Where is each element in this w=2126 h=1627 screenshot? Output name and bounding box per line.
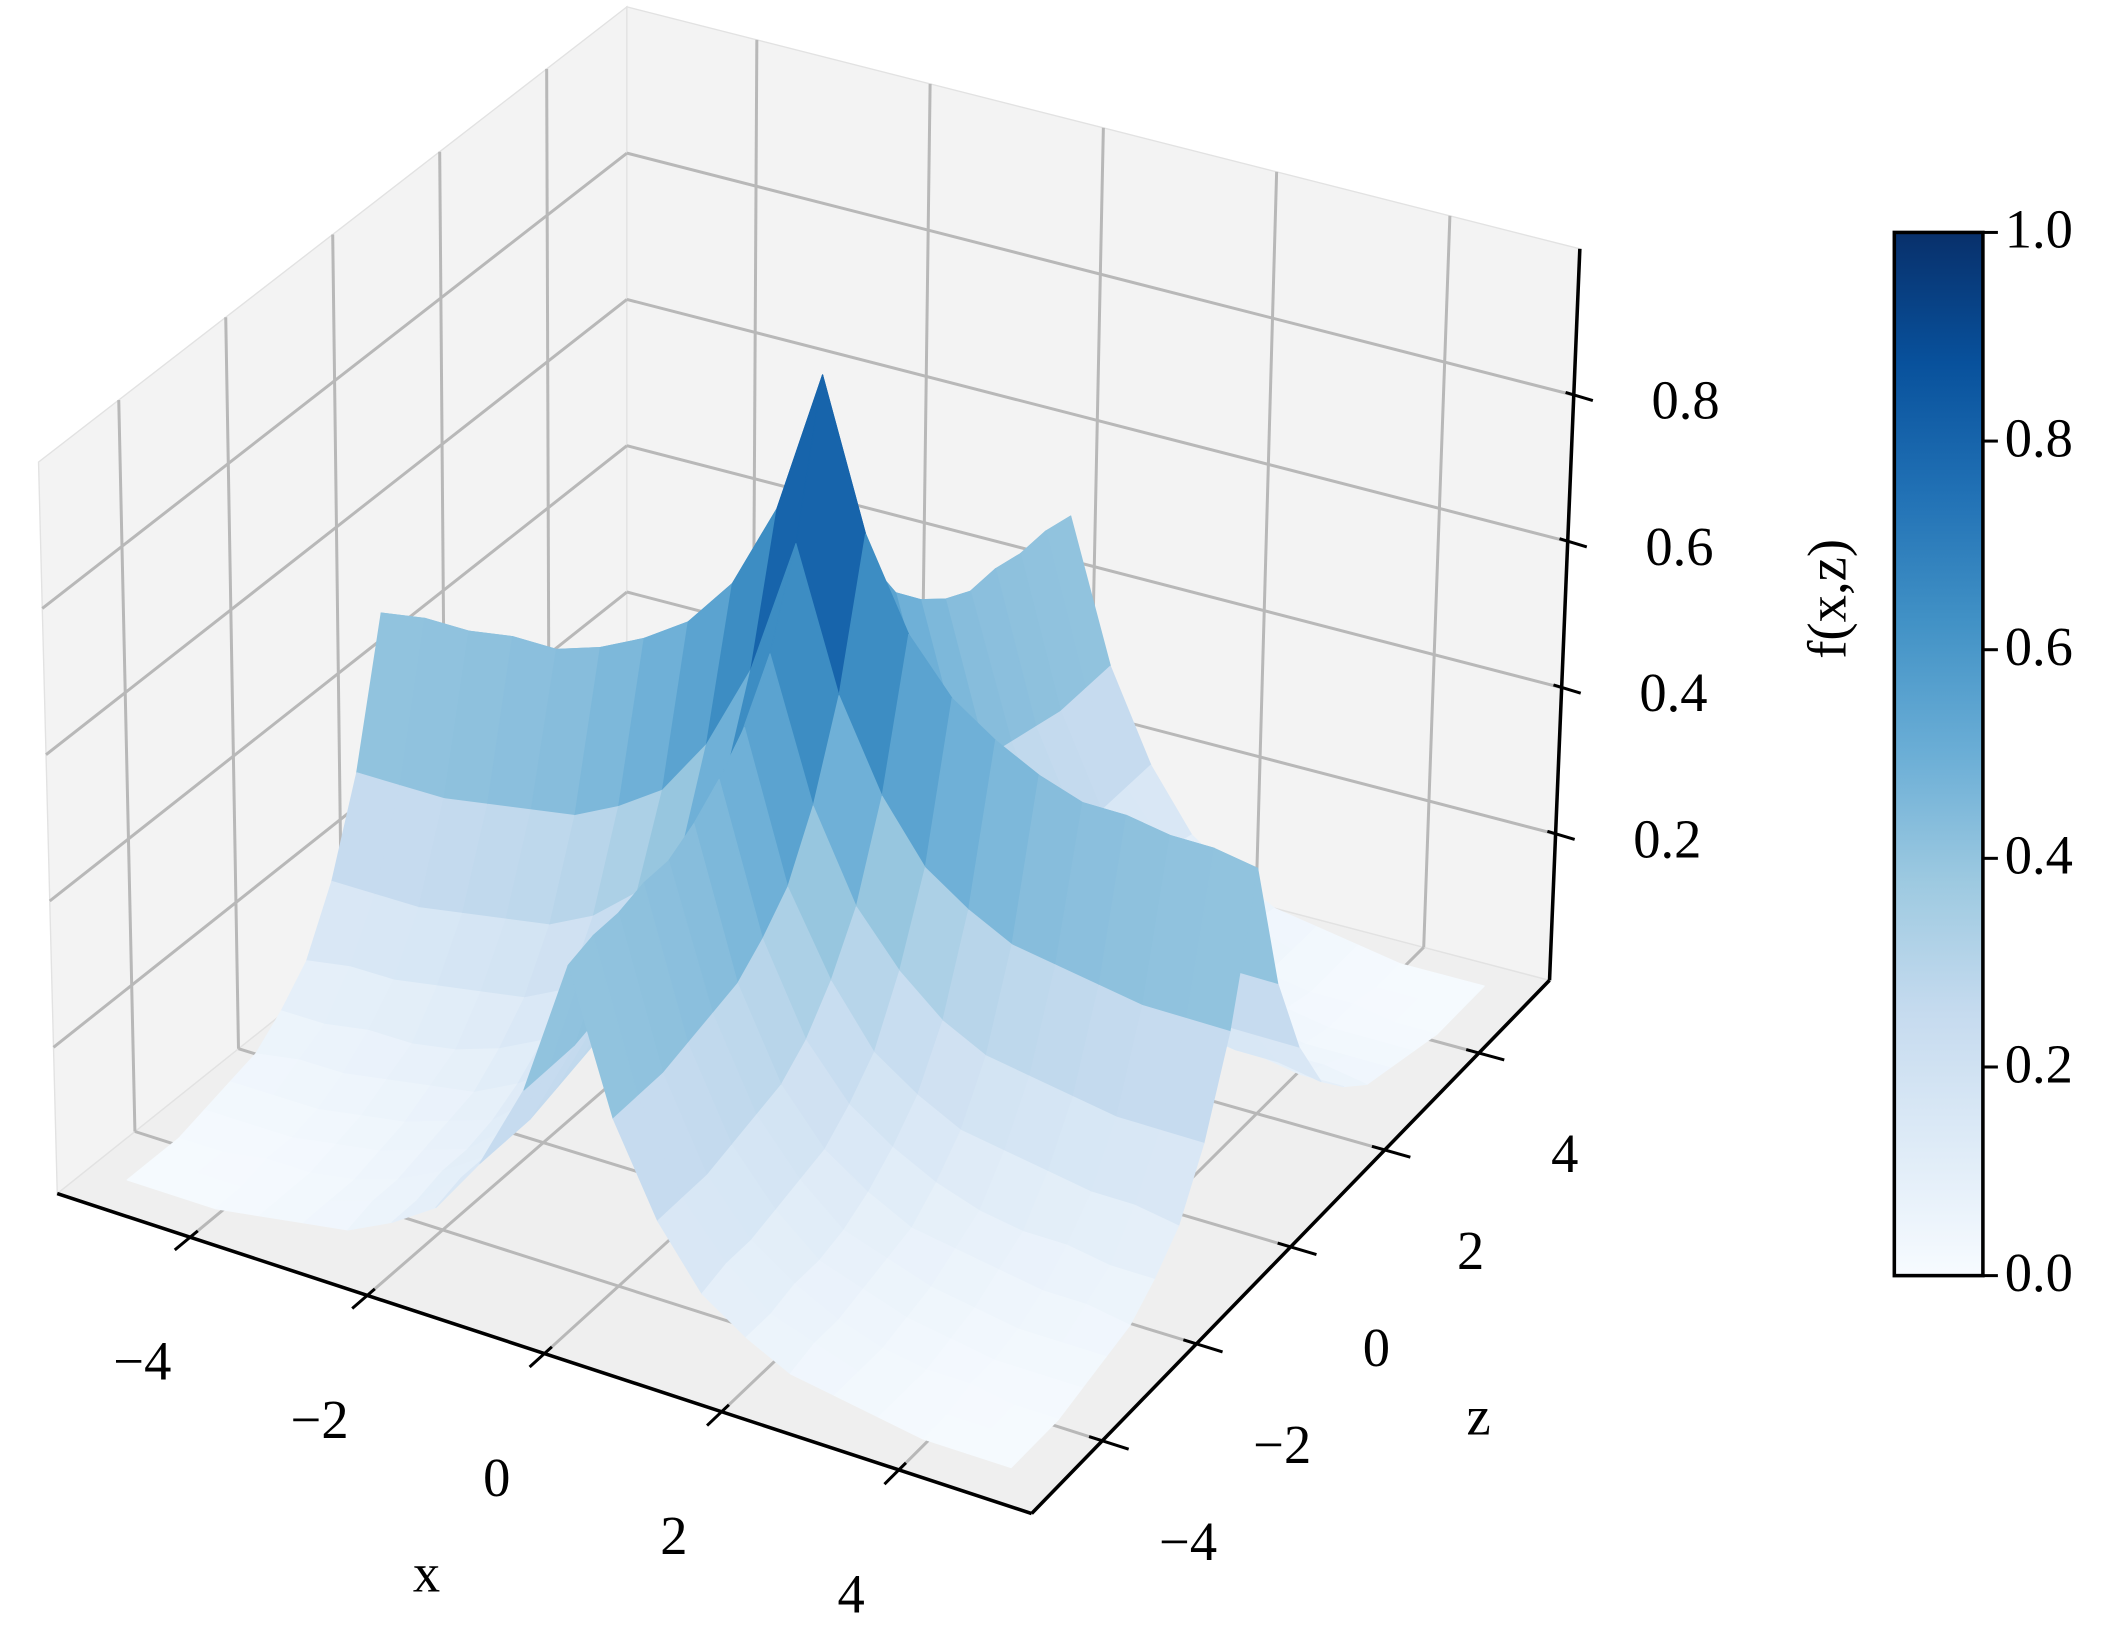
f-tick xyxy=(1565,390,1594,403)
z-tick xyxy=(1371,1144,1411,1159)
z-tick-label: 4 xyxy=(1551,1123,1578,1184)
f-tick xyxy=(1546,829,1576,841)
x-tick xyxy=(528,1345,553,1369)
z-tick xyxy=(1465,1048,1505,1062)
z-tick xyxy=(1088,1435,1130,1451)
colorbar-tick-label: 0.6 xyxy=(2005,616,2073,677)
z-tick xyxy=(1277,1241,1317,1257)
grid-line xyxy=(224,317,240,1049)
x-tick xyxy=(706,1403,730,1427)
x-tick-label: −4 xyxy=(113,1331,171,1392)
z-tick xyxy=(1182,1338,1223,1354)
x-tick-label: 2 xyxy=(660,1505,687,1566)
colorbar-tick-label: 0.2 xyxy=(2005,1033,2073,1094)
f-tick xyxy=(1559,537,1588,549)
z-tick-label: −2 xyxy=(1253,1414,1311,1475)
surface xyxy=(126,374,1485,1469)
grid-line xyxy=(45,298,628,756)
colorbar-tick-label: 0.4 xyxy=(2005,825,2073,886)
f-tick-label: 0.6 xyxy=(1645,516,1713,577)
z-tick-label: 0 xyxy=(1363,1317,1390,1378)
colorbar-tick-label: 0.0 xyxy=(2005,1242,2073,1303)
grid-line xyxy=(626,444,1563,690)
colorbar-tick-label: 1.0 xyxy=(2005,199,2073,260)
colorbar-tick-label: 0.8 xyxy=(2005,407,2073,468)
grid-line xyxy=(48,444,628,903)
x-tick-label: 4 xyxy=(837,1563,864,1624)
grid-line xyxy=(626,297,1569,543)
f-tick-label: 0.4 xyxy=(1639,662,1707,723)
grid-line xyxy=(1422,215,1452,948)
x-tick xyxy=(351,1287,376,1310)
grid-line xyxy=(1254,171,1279,904)
axes: −4 −2 0 2 4 −4 −2 0 2 4 0.2 0.4 0.6 0.8 xyxy=(56,248,1720,1624)
x-tick xyxy=(883,1461,907,1486)
z-axis-label: z xyxy=(1467,1385,1491,1446)
x-tick xyxy=(173,1229,199,1252)
x-tick-label: −2 xyxy=(291,1389,349,1450)
colorbar xyxy=(1892,230,1985,1278)
x-axis-label: x xyxy=(413,1543,440,1604)
f-tick xyxy=(1553,683,1582,695)
z-tick-label: 2 xyxy=(1457,1220,1484,1281)
z-tick-label: −4 xyxy=(1159,1511,1217,1572)
grid-line xyxy=(41,151,628,610)
f-axis-line xyxy=(1547,248,1582,981)
x-tick-label: 0 xyxy=(483,1447,510,1508)
f-tick-label: 0.2 xyxy=(1633,808,1701,869)
grid-line xyxy=(117,400,137,1132)
surface-face xyxy=(966,1428,1036,1469)
colorbar-label: f(x,z) xyxy=(1797,539,1858,659)
f-tick-label: 0.8 xyxy=(1651,370,1719,431)
grid-line xyxy=(626,151,1575,397)
